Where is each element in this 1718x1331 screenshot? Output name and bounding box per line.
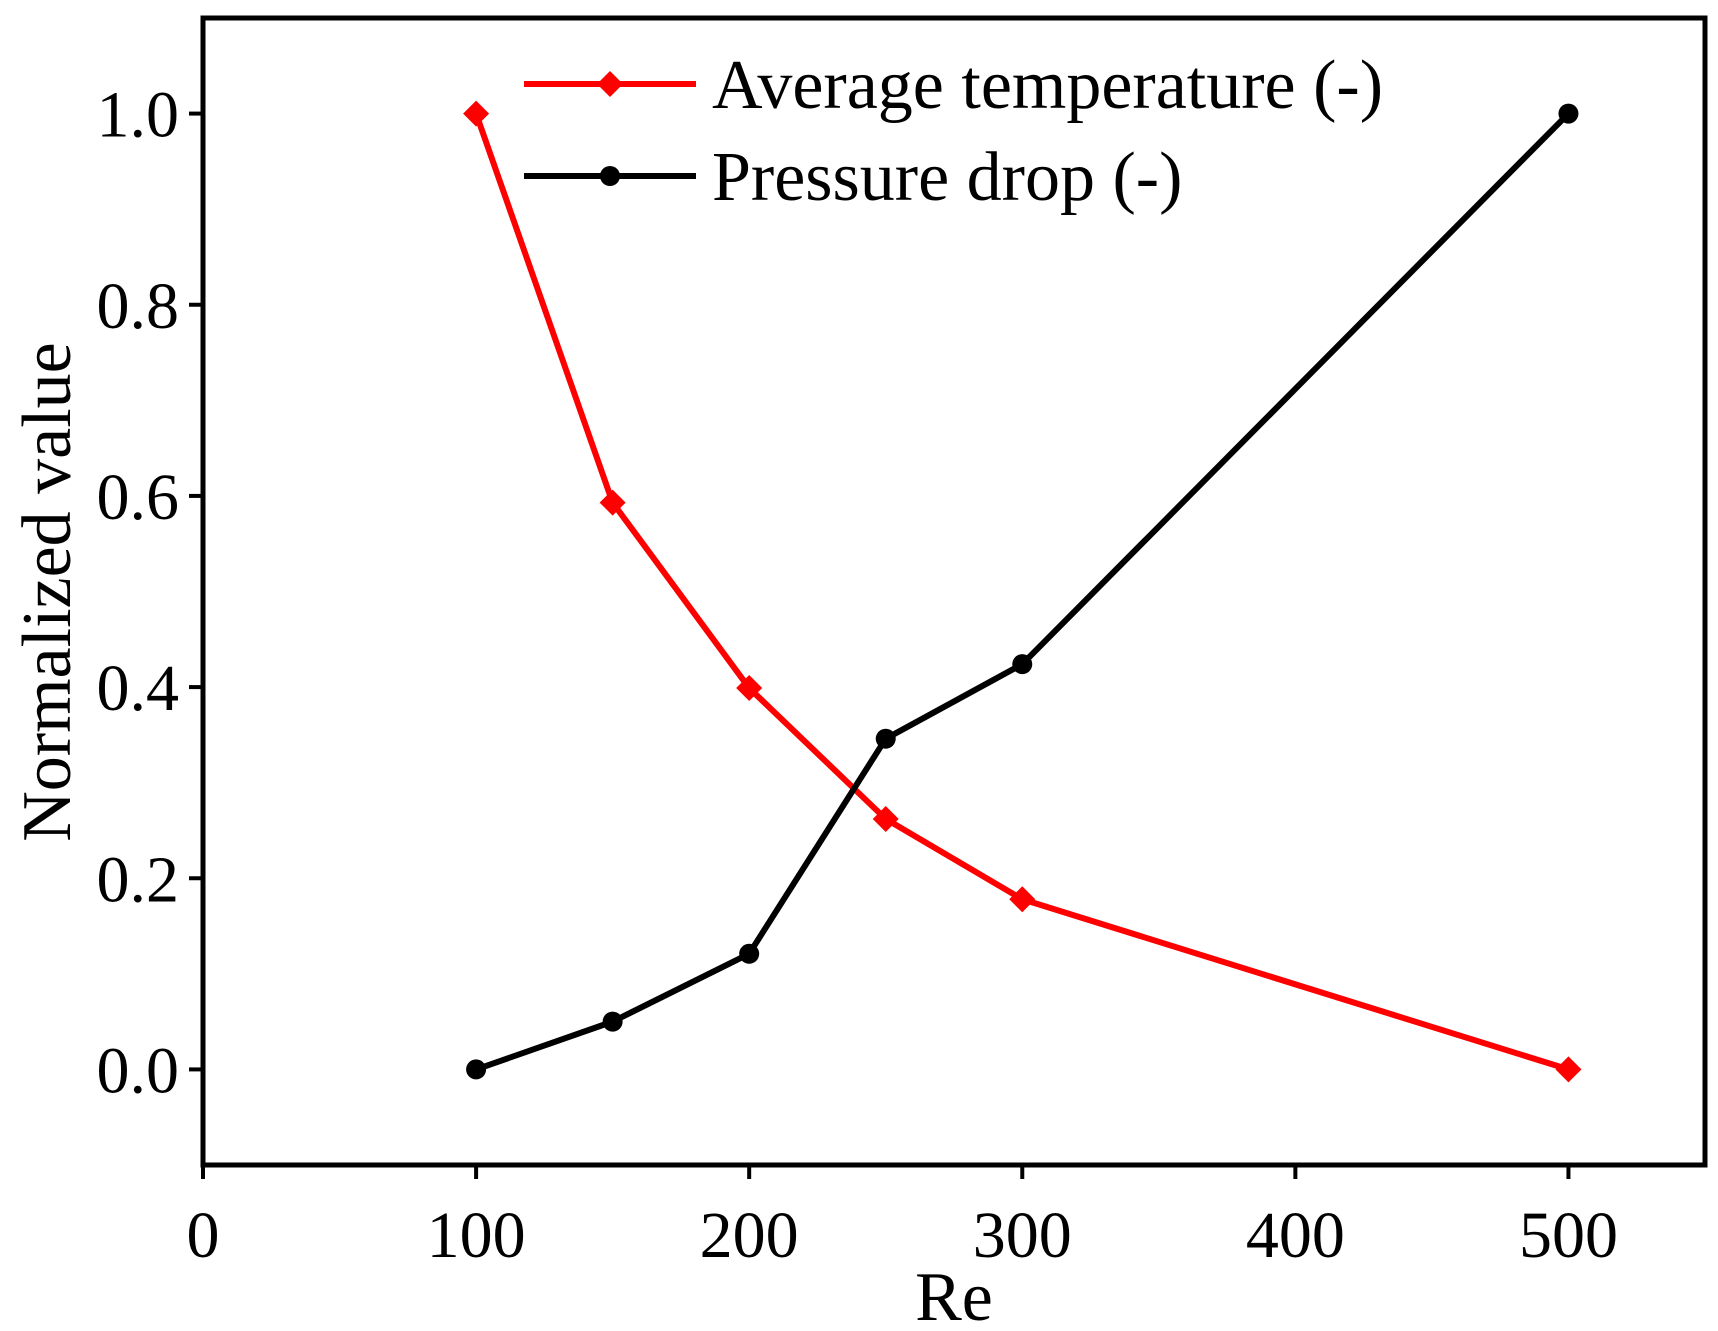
data-point (599, 489, 626, 516)
legend-label: Pressure drop (-) (712, 139, 1182, 216)
series-line (475, 111, 1571, 1073)
x-tick-label: 200 (700, 1199, 799, 1272)
data-point (736, 675, 763, 702)
data-point (466, 1059, 487, 1080)
legend-marker (597, 71, 623, 97)
data-point (1009, 886, 1036, 913)
y-tick-label: 0.0 (97, 1034, 180, 1107)
y-tick-label: 0.8 (97, 270, 180, 343)
y-axis-title: Normalized value (9, 342, 86, 842)
data-point (875, 728, 896, 749)
data-point (1558, 103, 1579, 124)
y-tick-label: 0.6 (97, 461, 180, 534)
legend-item: Average temperature (-) (524, 47, 1383, 124)
x-tick-label: 400 (1246, 1199, 1345, 1272)
series-average-temperature (463, 100, 1582, 1083)
y-tick-label: 0.4 (97, 652, 180, 725)
x-tick-label: 0 (187, 1199, 220, 1272)
y-tick-label: 0.2 (97, 843, 180, 916)
x-tick-label: 500 (1519, 1199, 1618, 1272)
y-axis: 0.0 0.2 0.4 0.6 0.8 1.0 (97, 79, 203, 1107)
legend: Average temperature (-) Pressure drop (-) (524, 47, 1383, 216)
data-point (739, 943, 760, 964)
x-axis-title: Re (915, 1259, 993, 1331)
legend-item: Pressure drop (-) (524, 139, 1182, 216)
series-line (473, 112, 1570, 1073)
data-point (602, 1011, 623, 1032)
data-point (1555, 1056, 1582, 1083)
plot-frame (200, 15, 1708, 1168)
series-layer (463, 100, 1582, 1083)
x-tick-label: 300 (973, 1199, 1072, 1272)
y-tick-label: 1.0 (97, 79, 180, 152)
legend-label: Average temperature (-) (712, 47, 1383, 124)
x-axis: 0 100 200 300 400 500 (187, 1165, 1618, 1272)
data-point (463, 100, 490, 127)
legend-marker (600, 166, 620, 186)
data-point (872, 805, 899, 832)
data-point (1012, 654, 1033, 675)
series-pressure-drop (466, 103, 1579, 1080)
x-tick-label: 100 (427, 1199, 526, 1272)
